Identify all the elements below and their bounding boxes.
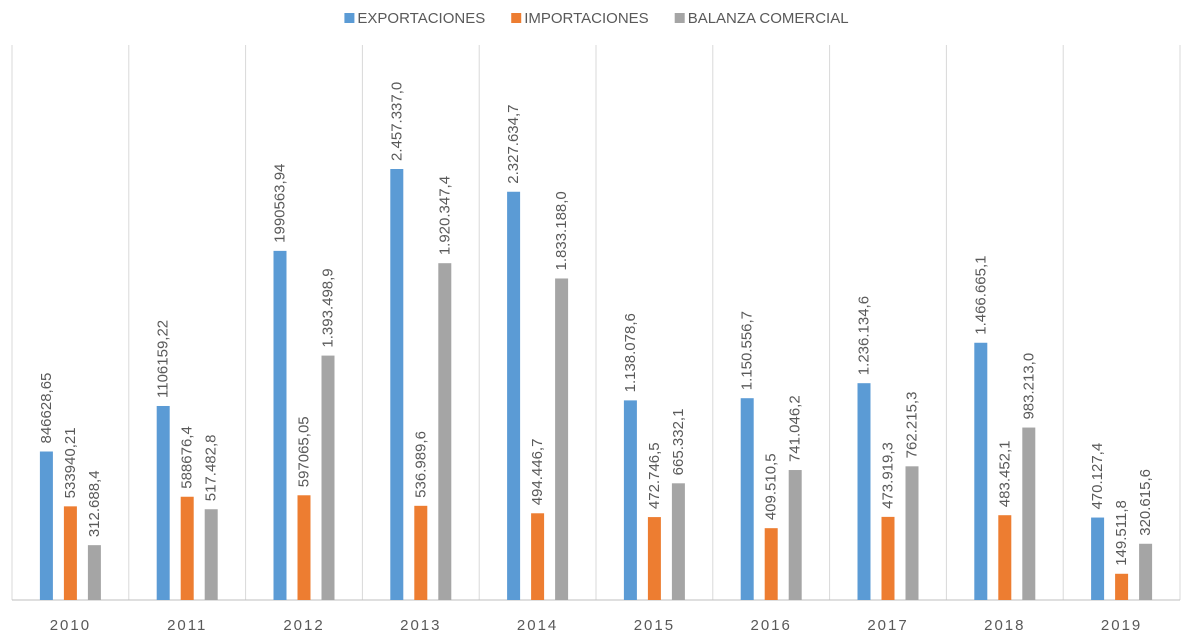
bar [63,506,77,600]
bar [39,451,53,600]
bar [1115,573,1129,600]
data-label: 597065,05 [296,416,313,487]
x-tick-label: 2014 [517,617,558,634]
x-tick-label: 2018 [984,617,1025,634]
bar [180,496,194,600]
x-tick-label: 2012 [283,617,324,634]
bar [531,513,545,600]
x-tick-label: 2017 [867,617,908,634]
legend-swatch [344,13,355,23]
data-label: 665.332,1 [670,409,687,476]
data-label: 2.327.634,7 [505,104,522,183]
bar [881,516,895,600]
data-label: 846628,65 [38,373,55,444]
bar [1139,543,1153,600]
bar [507,191,521,600]
data-label: 1990563,94 [272,164,289,243]
legend-swatch [511,13,522,23]
data-label: 1.920.347,4 [436,176,453,255]
data-label: 1.833.188,0 [553,191,570,270]
data-label: 470.127,4 [1089,443,1106,510]
data-label: 472.746,5 [646,442,663,509]
bar [414,505,428,600]
legend-label: EXPORTACIONES [357,10,485,27]
data-label: 1.150.556,7 [739,311,756,390]
data-label: 762.215,3 [904,392,921,459]
data-label: 1106159,22 [155,320,172,398]
data-label: 536.989,6 [412,431,429,498]
legend-label: IMPORTACIONES [524,10,648,27]
data-label: 494.446,7 [529,439,546,506]
bar [740,398,754,600]
data-label: 1.466.665,1 [972,256,989,335]
bar [1022,427,1036,600]
bar [390,169,404,600]
data-label: 409.510,5 [763,453,780,520]
x-tick-label: 2013 [400,617,441,634]
data-label: 2.457.337,0 [388,82,405,161]
bar [788,470,802,600]
x-tick-label: 2016 [751,617,792,634]
data-label: 1.393.498,9 [320,268,337,347]
bar [857,383,871,600]
bar [555,278,569,600]
bar [623,400,637,600]
bar [671,483,685,600]
x-tick-label: 2010 [50,617,91,634]
data-label: 588676,4 [179,426,196,489]
bar [998,515,1012,600]
bar [764,528,778,600]
data-label: 517.482,8 [203,435,220,502]
bar [974,342,988,600]
bar [297,495,311,600]
bar [905,466,919,600]
data-label: 473.919,3 [880,442,897,509]
legend-label: BALANZA COMERCIAL [688,10,849,27]
bar [87,545,101,600]
bar [273,250,287,601]
data-label: 320.615,6 [1137,469,1154,536]
data-label: 483.452,1 [996,440,1013,507]
bar [156,405,170,600]
x-tick-label: 2015 [634,617,675,634]
bar [204,509,218,600]
data-label: 533940,21 [62,427,79,498]
x-tick-label: 2019 [1101,617,1142,634]
data-label: 312.688,4 [86,470,103,537]
bar [1091,517,1105,600]
data-label: 149.511,8 [1113,500,1130,566]
data-label: 1.236.134,6 [856,296,873,375]
data-label: 741.046,2 [787,395,804,462]
legend-swatch [674,13,685,23]
bar [321,355,335,600]
bar [438,263,452,600]
data-label: 1.138.078,6 [622,313,639,392]
data-label: 983.213,0 [1020,353,1037,420]
x-tick-label: 2011 [167,617,207,634]
bar [647,517,661,600]
